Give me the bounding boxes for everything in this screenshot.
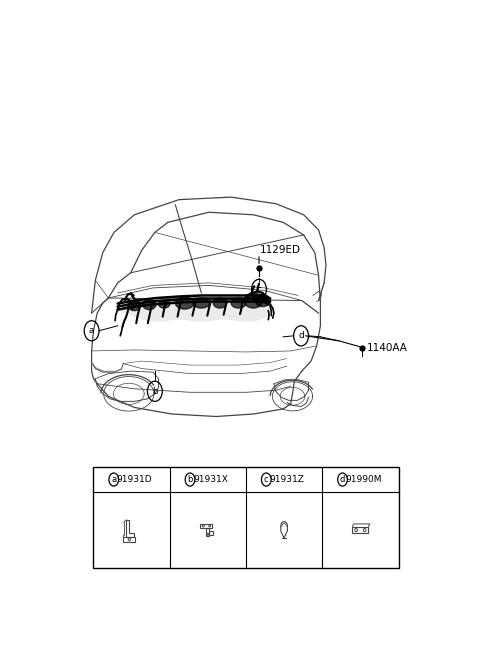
Ellipse shape [255,295,270,307]
Text: c: c [256,285,262,294]
Text: b: b [152,387,158,396]
Ellipse shape [158,300,170,308]
Text: 91990M: 91990M [345,475,382,484]
Text: 1129ED: 1129ED [260,245,301,255]
Text: 91931D: 91931D [117,475,152,484]
Polygon shape [118,297,272,322]
Text: a: a [89,326,95,335]
Ellipse shape [193,298,210,308]
Ellipse shape [213,298,227,308]
Text: 1140AA: 1140AA [367,343,408,354]
Ellipse shape [128,301,141,310]
Ellipse shape [143,299,156,310]
Ellipse shape [175,297,194,309]
Ellipse shape [231,298,246,308]
Ellipse shape [244,293,263,308]
Text: 91931X: 91931X [193,475,228,484]
Bar [94,467,398,568]
Text: c: c [264,475,269,484]
Text: b: b [187,475,192,484]
Text: d: d [340,475,345,484]
Text: 91931Z: 91931Z [270,475,304,484]
Text: a: a [111,475,116,484]
Text: d: d [298,331,304,341]
